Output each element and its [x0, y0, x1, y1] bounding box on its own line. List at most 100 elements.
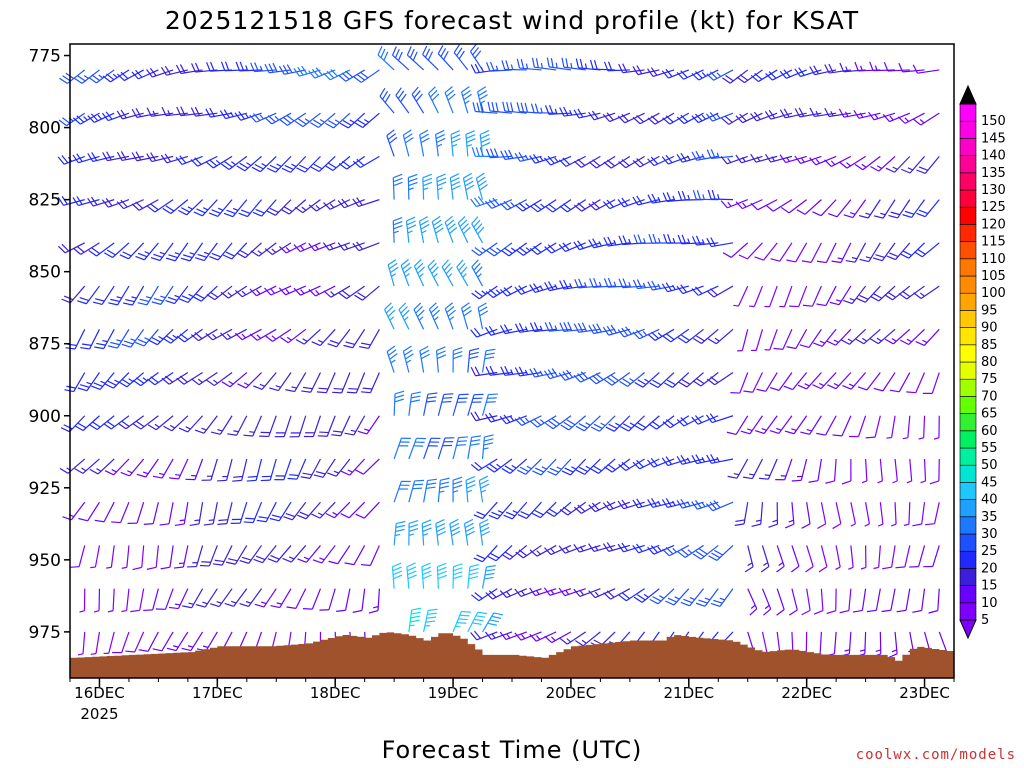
- wind-barb: [475, 172, 488, 200]
- barb-half-flag: [217, 428, 223, 432]
- colorbar-bottom-arrow: [959, 619, 977, 640]
- wind-barb: [744, 545, 754, 573]
- barb-flag: [709, 501, 717, 510]
- barb-flag: [485, 62, 491, 72]
- wind-barb: [470, 327, 498, 338]
- barb-flag: [709, 413, 717, 422]
- barb-flag: [137, 252, 148, 258]
- barb-flag: [415, 93, 423, 102]
- barb-flag: [468, 355, 479, 360]
- wind-barb: [928, 588, 940, 614]
- wind-barb: [872, 242, 896, 262]
- wind-barb: [413, 259, 426, 287]
- barb-shaft: [154, 199, 174, 213]
- wind-barb: [559, 199, 587, 213]
- wind-barb: [485, 325, 513, 336]
- wind-barb: [408, 391, 422, 416]
- colorbar-swatch: [959, 241, 977, 260]
- barb-flag: [420, 223, 430, 230]
- barb-half-flag: [333, 470, 339, 474]
- wind-barb: [423, 478, 438, 503]
- barb-flag: [382, 90, 389, 100]
- x-tick-label: 17DEC: [192, 684, 243, 702]
- barb-flag: [465, 130, 475, 136]
- barb-flag: [74, 468, 84, 474]
- barb-flag: [395, 524, 406, 529]
- barb-shaft: [669, 544, 690, 557]
- wind-barb: [88, 415, 115, 431]
- barb-half-flag: [230, 111, 234, 117]
- wind-barb: [722, 242, 749, 258]
- barb-shaft: [891, 545, 896, 568]
- barb-flag: [220, 332, 228, 340]
- wind-barb: [647, 498, 675, 508]
- barb-flag: [106, 420, 115, 428]
- barb-half-flag: [433, 273, 438, 278]
- x-tick-label: 16DEC: [74, 684, 125, 702]
- barb-shaft: [767, 458, 778, 480]
- wind-barb: [104, 372, 130, 389]
- barb-flag: [475, 223, 483, 232]
- barb-flag: [104, 470, 114, 476]
- barb-flag: [888, 214, 898, 219]
- barb-shaft: [776, 545, 785, 567]
- barb-flag: [711, 189, 716, 200]
- wind-barb: [500, 199, 528, 211]
- barb-flag: [264, 117, 273, 125]
- barb-shaft: [126, 545, 130, 568]
- wind-barb: [101, 111, 130, 122]
- barb-flag: [695, 235, 701, 245]
- colorbar-label: 140: [981, 149, 1006, 164]
- barb-flag: [393, 181, 403, 187]
- barb-shaft: [291, 501, 307, 521]
- barb-flag: [453, 44, 460, 53]
- barb-flag: [479, 522, 489, 529]
- barb-half-flag: [317, 512, 324, 516]
- barb-flag: [694, 286, 703, 295]
- wind-barb: [737, 329, 749, 352]
- barb-flag: [462, 89, 471, 97]
- barb-half-flag: [717, 194, 720, 200]
- wind-barb: [764, 329, 778, 351]
- wind-barb: [402, 345, 414, 373]
- barb-flag: [63, 424, 73, 430]
- barb-shaft: [226, 458, 233, 481]
- barb-shaft: [921, 588, 926, 611]
- barb-flag: [402, 262, 411, 270]
- barb-shaft: [481, 437, 486, 460]
- wind-barb: [800, 415, 822, 435]
- barb-shaft: [269, 458, 277, 481]
- barb-flag: [705, 113, 713, 122]
- barb-shaft: [219, 415, 233, 435]
- barb-flag: [450, 526, 460, 533]
- barb-flag: [352, 609, 363, 613]
- barb-flag: [870, 165, 880, 172]
- barb-flag: [544, 246, 552, 254]
- barb-flag: [473, 219, 481, 228]
- wind-barb: [849, 415, 867, 438]
- wind-barb: [676, 415, 704, 427]
- wind-barb: [471, 216, 485, 244]
- barb-flag: [394, 394, 405, 399]
- barb-flag: [912, 523, 922, 527]
- barb-flag: [647, 68, 654, 77]
- barb-half-flag: [657, 196, 661, 203]
- wind-barb: [706, 285, 734, 298]
- barb-flag: [342, 120, 352, 126]
- barb-half-flag: [194, 519, 200, 522]
- wind-barb: [912, 64, 940, 74]
- wind-barb: [909, 545, 926, 568]
- barb-half-flag: [886, 436, 892, 439]
- wind-barb: [195, 242, 218, 262]
- barb-flag: [443, 51, 449, 60]
- barb-flag: [387, 259, 397, 266]
- barb-shaft: [452, 611, 462, 633]
- barb-shaft: [210, 458, 218, 481]
- barb-shaft: [894, 458, 898, 481]
- barb-half-flag: [920, 480, 926, 484]
- barb-shaft: [82, 631, 86, 654]
- wind-barb: [222, 242, 248, 260]
- barb-flag: [607, 236, 613, 246]
- barb-flag: [450, 173, 460, 179]
- barb-flag: [105, 197, 113, 207]
